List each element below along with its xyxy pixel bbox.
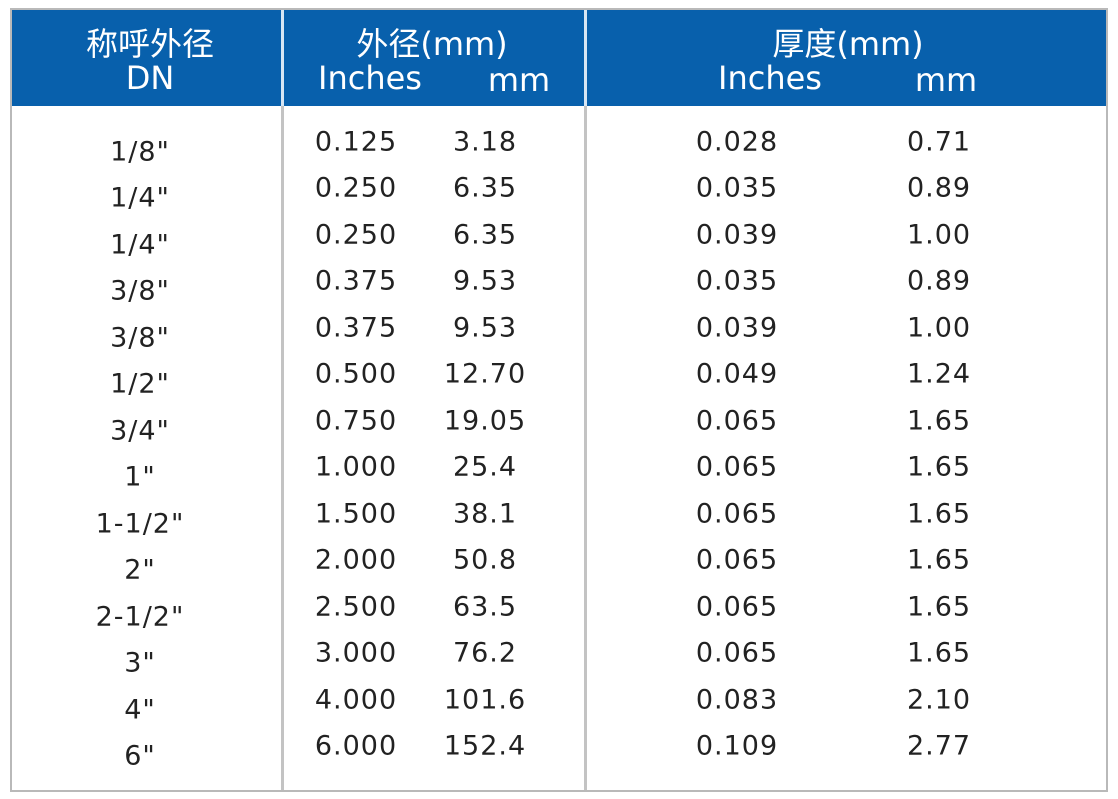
header-subtitle: Inches bbox=[318, 59, 422, 97]
value-cell: 50.8 bbox=[452, 544, 518, 576]
value-cell: 6.35 bbox=[452, 172, 518, 204]
value-cell: 0.039 bbox=[695, 312, 779, 344]
value-cell: 3.000 bbox=[314, 637, 398, 669]
size-cell: 1-1/2" bbox=[95, 508, 185, 540]
value-cell: 0.065 bbox=[695, 405, 779, 437]
value-cell: 1.65 bbox=[906, 544, 972, 576]
value-cell: 6.35 bbox=[452, 219, 518, 251]
header-subtitle: DN bbox=[125, 59, 175, 97]
value-cell: 0.065 bbox=[695, 637, 779, 669]
value-cell: 0.250 bbox=[314, 219, 398, 251]
value-cell: 0.065 bbox=[695, 591, 779, 623]
value-cell: 2.500 bbox=[314, 591, 398, 623]
value-cell: 2.10 bbox=[906, 684, 972, 716]
value-cell: 0.065 bbox=[695, 544, 779, 576]
value-cell: 1.000 bbox=[314, 451, 398, 483]
value-cell: 0.71 bbox=[906, 126, 972, 158]
value-cell: 63.5 bbox=[452, 591, 518, 623]
header-subtitle: Inches bbox=[718, 59, 822, 97]
value-cell: 1.65 bbox=[906, 451, 972, 483]
size-cell: 4" bbox=[124, 694, 156, 726]
value-cell: 1.65 bbox=[906, 498, 972, 530]
value-cell: 0.065 bbox=[695, 451, 779, 483]
size-cell: 1/8" bbox=[110, 136, 170, 168]
value-cell: 0.039 bbox=[695, 219, 779, 251]
value-cell: 1.65 bbox=[906, 591, 972, 623]
column-divider bbox=[584, 10, 587, 790]
size-cell: 1" bbox=[124, 461, 156, 493]
value-cell: 0.065 bbox=[695, 498, 779, 530]
value-cell: 1.65 bbox=[906, 637, 972, 669]
header-title: 厚度(mm) bbox=[772, 25, 924, 63]
value-cell: 1.00 bbox=[906, 219, 972, 251]
value-cell: 4.000 bbox=[314, 684, 398, 716]
value-cell: 1.00 bbox=[906, 312, 972, 344]
table-header bbox=[12, 10, 1106, 106]
header-title: 外径(mm) bbox=[356, 25, 508, 63]
header-subtitle: mm bbox=[487, 61, 551, 99]
value-cell: 152.4 bbox=[443, 730, 527, 762]
value-cell: 6.000 bbox=[314, 730, 398, 762]
value-cell: 0.500 bbox=[314, 358, 398, 390]
value-cell: 0.109 bbox=[695, 730, 779, 762]
column-divider bbox=[281, 10, 284, 790]
value-cell: 0.89 bbox=[906, 172, 972, 204]
size-cell: 3/8" bbox=[110, 275, 170, 307]
value-cell: 0.083 bbox=[695, 684, 779, 716]
value-cell: 0.375 bbox=[314, 265, 398, 297]
header-divider bbox=[584, 10, 587, 106]
value-cell: 0.750 bbox=[314, 405, 398, 437]
value-cell: 0.375 bbox=[314, 312, 398, 344]
value-cell: 0.049 bbox=[695, 358, 779, 390]
header-title: 称呼外径 bbox=[85, 25, 215, 63]
value-cell: 0.035 bbox=[695, 265, 779, 297]
value-cell: 2.000 bbox=[314, 544, 398, 576]
size-cell: 1/2" bbox=[110, 368, 170, 400]
value-cell: 38.1 bbox=[452, 498, 518, 530]
size-cell: 3" bbox=[124, 647, 156, 679]
value-cell: 1.65 bbox=[906, 405, 972, 437]
value-cell: 2.77 bbox=[906, 730, 972, 762]
value-cell: 9.53 bbox=[452, 265, 518, 297]
header-subtitle: mm bbox=[914, 61, 978, 99]
size-cell: 3/4" bbox=[110, 415, 170, 447]
size-cell: 3/8" bbox=[110, 322, 170, 354]
value-cell: 0.035 bbox=[695, 172, 779, 204]
value-cell: 3.18 bbox=[452, 126, 518, 158]
value-cell: 12.70 bbox=[443, 358, 527, 390]
size-cell: 1/4" bbox=[110, 182, 170, 214]
value-cell: 1.500 bbox=[314, 498, 398, 530]
value-cell: 101.6 bbox=[443, 684, 527, 716]
size-cell: 2" bbox=[124, 554, 156, 586]
header-divider bbox=[281, 10, 284, 106]
value-cell: 0.89 bbox=[906, 265, 972, 297]
value-cell: 9.53 bbox=[452, 312, 518, 344]
value-cell: 25.4 bbox=[452, 451, 518, 483]
table-frame bbox=[10, 8, 1108, 792]
value-cell: 0.250 bbox=[314, 172, 398, 204]
value-cell: 19.05 bbox=[443, 405, 527, 437]
value-cell: 0.125 bbox=[314, 126, 398, 158]
value-cell: 1.24 bbox=[906, 358, 972, 390]
size-cell: 2-1/2" bbox=[95, 601, 185, 633]
value-cell: 76.2 bbox=[452, 637, 518, 669]
size-cell: 6" bbox=[124, 740, 156, 772]
size-cell: 1/4" bbox=[110, 229, 170, 261]
value-cell: 0.028 bbox=[695, 126, 779, 158]
